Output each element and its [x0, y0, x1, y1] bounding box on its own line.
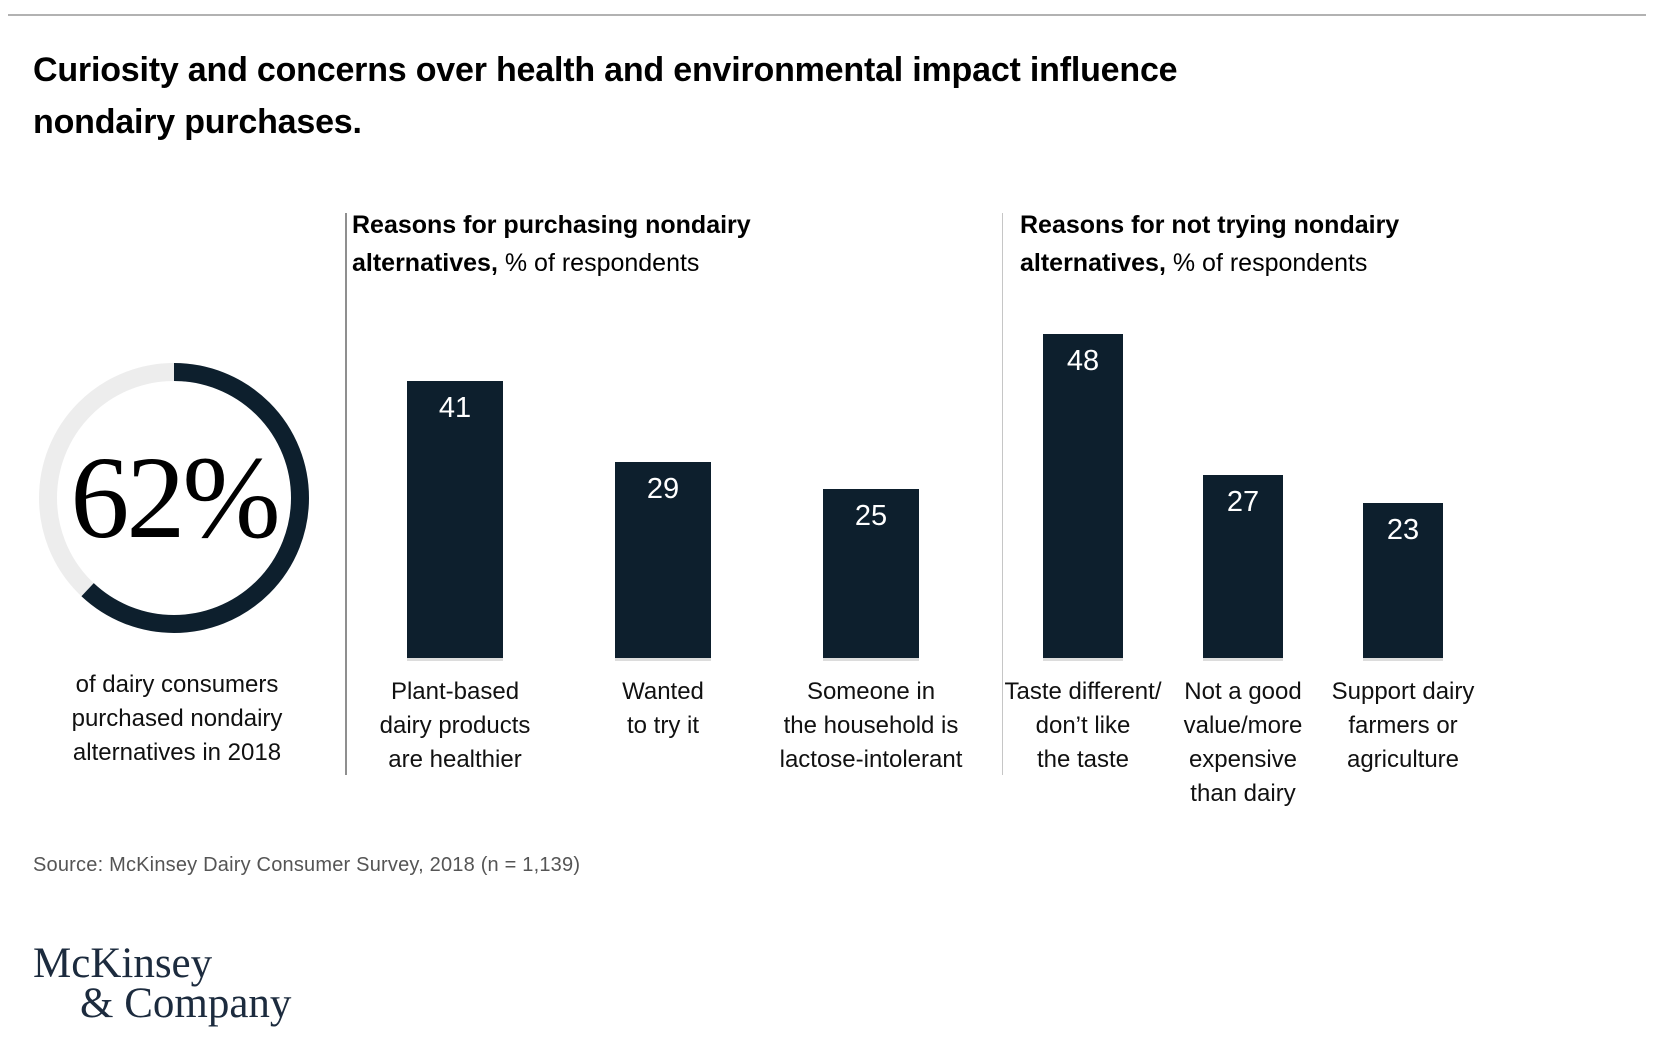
bar: 29	[615, 462, 711, 658]
source-note: Source: McKinsey Dairy Consumer Survey, …	[33, 854, 581, 876]
bar-column: 25 Someone in the household is lactose-in…	[767, 308, 975, 777]
chart-heading-not-trying: Reasons for not trying nondairy alternat…	[1020, 206, 1654, 282]
donut-arc	[39, 363, 309, 633]
bar: 25	[823, 489, 919, 658]
chart-heading-purchasing-bold: Reasons for purchasing nondairy alternat…	[352, 211, 751, 277]
bar-column: 41 Plant-based dairy products are healthi…	[351, 308, 559, 777]
page-title: Curiosity and concerns over health and e…	[33, 51, 1178, 141]
section-divider-left	[345, 213, 347, 775]
bar-chart-purchasing: 41 Plant-based dairy products are healthi…	[351, 308, 975, 777]
bar-area: 27	[1163, 308, 1323, 658]
bar: 41	[407, 381, 503, 658]
bar-column: 48 Taste different/ don’t like the taste	[1003, 308, 1163, 777]
bar-category-label: Taste different/ don’t like the taste	[1004, 678, 1162, 773]
bar-value-label: 25	[854, 500, 888, 532]
bar-category-label: Support dairy farmers or agriculture	[1331, 678, 1475, 773]
bar: 27	[1203, 475, 1283, 658]
donut-stat-caption: of dairy consumers purchased nondairy al…	[71, 671, 283, 766]
bar-category-label: Someone in the household is lactose-into…	[779, 678, 963, 773]
bar-chart-not-trying: 48 Taste different/ don’t like the taste 2…	[1003, 308, 1483, 811]
bar-area: 25	[767, 308, 975, 658]
mckinsey-logo: McKinsey & Company	[33, 940, 292, 1027]
bar-column: 27 Not a good value/more expensive than d…	[1163, 308, 1323, 811]
chart-heading-not-trying-regular: % of respondents	[1165, 249, 1368, 277]
bar-area: 23	[1323, 308, 1483, 658]
bar: 48	[1043, 334, 1123, 658]
top-rule	[8, 14, 1646, 16]
bar-value-label: 41	[438, 392, 472, 424]
bar-area: 29	[559, 308, 767, 658]
bar-value-label: 48	[1066, 345, 1100, 377]
bar-category-label: Not a good value/more expensive than dai…	[1183, 678, 1303, 807]
bar-column: 23 Support dairy farmers or agriculture	[1323, 308, 1483, 777]
bar-value-label: 27	[1226, 486, 1260, 518]
bar-category-label: Plant-based dairy products are healthier	[379, 678, 531, 773]
bar: 23	[1363, 503, 1443, 658]
donut-chart	[39, 363, 309, 633]
bar-area: 41	[351, 308, 559, 658]
logo-line1: McKinsey	[33, 940, 213, 987]
chart-heading-purchasing: Reasons for purchasing nondairy alternat…	[352, 206, 992, 282]
chart-heading-purchasing-regular: % of respondents	[497, 249, 700, 277]
logo-line2: & Company	[80, 980, 292, 1027]
bar-column: 29 Wanted to try it	[559, 308, 767, 743]
bar-value-label: 23	[1386, 514, 1420, 546]
bar-category-label: Wanted to try it	[622, 678, 704, 739]
donut-stat-value: 62%	[70, 432, 280, 563]
bar-area: 48	[1003, 308, 1163, 658]
chart-heading-not-trying-bold: Reasons for not trying nondairy alternat…	[1020, 211, 1400, 277]
bar-value-label: 29	[646, 473, 680, 505]
section-divider-right	[1002, 213, 1003, 775]
